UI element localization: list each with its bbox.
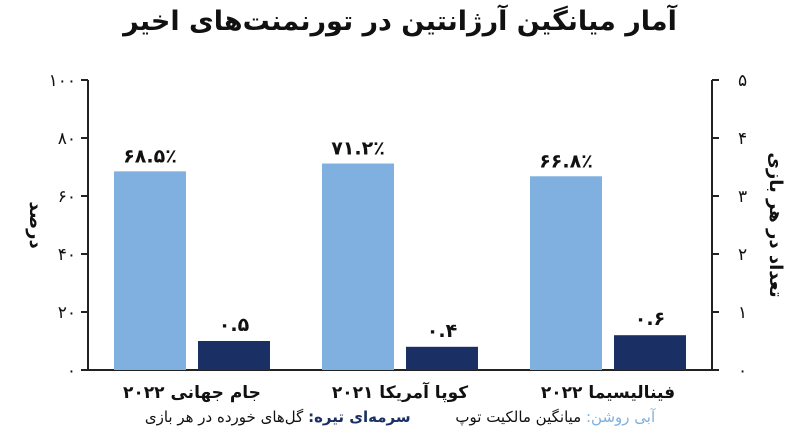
category-label: جام جهانی ۲۰۲۲ — [123, 383, 261, 403]
bar-possession — [114, 171, 186, 370]
left-tick-label: ۸۰ — [58, 129, 76, 149]
right-tick-label: ۲ — [738, 245, 747, 265]
legend-text-goals: گل‌های خورده در هر بازی — [144, 408, 309, 426]
left-tick-label: ۱۰۰ — [49, 71, 76, 91]
bar-goals-label: ۰.۴ — [427, 320, 457, 342]
bar-goals — [614, 335, 686, 370]
bar-goals — [406, 346, 478, 370]
legend-item-possession: آبی روشن: میانگین مالکیت توپ — [455, 408, 655, 426]
chart-legend: آبی روشن: میانگین مالکیت توپ سرمه‌ای تیر… — [0, 408, 800, 426]
left-tick-label: ۶۰ — [58, 187, 76, 207]
right-tick-label: ۳ — [738, 187, 747, 207]
chart-title: آمار میانگین آرژانتین در تورنمنت‌های اخی… — [123, 6, 677, 37]
right-axis-title: تعداد در هر بازی — [765, 152, 786, 297]
bar-possession-label: ۶۸.۵٪ — [123, 145, 177, 167]
legend-item-goals: سرمه‌ای تیره: گل‌های خورده در هر بازی — [145, 408, 411, 426]
legend-key-possession: آبی روشن: — [586, 408, 656, 426]
right-tick-label: ۴ — [738, 129, 747, 149]
category-label: فینالیسیما ۲۰۲۲ — [541, 383, 675, 403]
right-tick-label: ۵ — [738, 71, 747, 91]
right-tick-label: ۱ — [738, 303, 747, 323]
legend-text-possession: میانگین مالکیت توپ — [455, 408, 586, 426]
bar-possession-label: ۷۱.۲٪ — [331, 138, 385, 160]
bar-possession — [530, 176, 602, 370]
left-tick-label: ۴۰ — [58, 245, 76, 265]
bar-goals-label: ۰.۶ — [635, 308, 665, 330]
bar-goals-label: ۰.۵ — [219, 314, 250, 336]
category-label: کوپا آمریکا ۲۰۲۱ — [332, 381, 468, 403]
left-tick-label: ۰ — [67, 361, 76, 381]
bar-goals — [198, 341, 270, 370]
legend-key-goals: سرمه‌ای تیره: — [308, 408, 411, 426]
left-tick-label: ۲۰ — [58, 303, 76, 323]
left-axis-title: درصد — [25, 201, 46, 248]
bar-possession — [322, 163, 394, 370]
bar-possession-label: ۶۶.۸٪ — [539, 150, 593, 172]
right-tick-label: ۰ — [738, 361, 747, 381]
